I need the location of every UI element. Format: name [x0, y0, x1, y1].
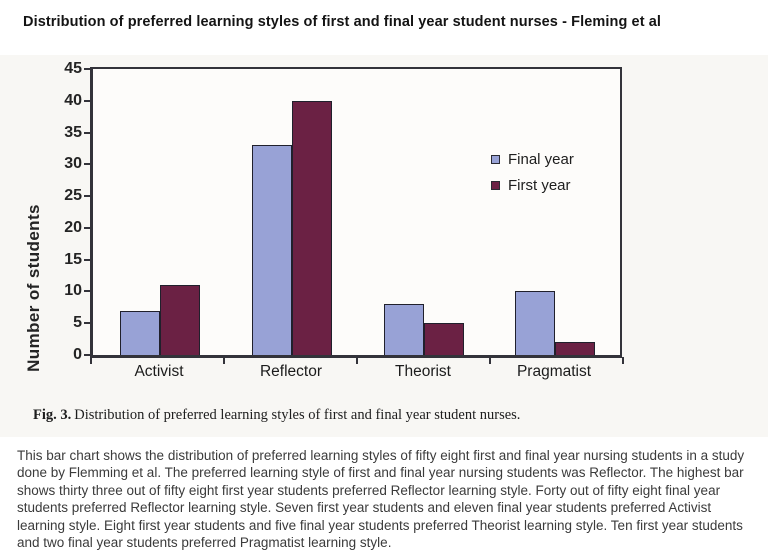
description-line: This bar chart shows the distribution of…	[17, 448, 745, 463]
y-tick-label: 10	[64, 282, 82, 300]
bar-reflector-first-year	[292, 101, 332, 355]
description-line: shows thirty three out of fifty eight fi…	[17, 482, 721, 498]
y-tick-mark	[84, 290, 90, 293]
bar-chart-figure: Number of students Final year First year …	[0, 55, 768, 437]
y-tick-label: 25	[64, 187, 82, 205]
x-tick-mark	[489, 357, 491, 364]
x-axis-label-theorist: Theorist	[395, 363, 451, 380]
chart-legend: Final year First year	[491, 151, 574, 203]
x-axis-label-pragmatist: Pragmatist	[516, 363, 592, 380]
chart-description: This bar chart shows the distribution of…	[17, 447, 767, 551]
figure-caption: Fig. 3. Distribution of preferred learnin…	[33, 407, 743, 424]
legend-item-final-year: Final year	[491, 151, 574, 168]
bar-pragmatist-final-year	[515, 291, 555, 355]
legend-label-final-year: Final year	[508, 151, 574, 168]
bar-activist-final-year	[120, 311, 160, 355]
page-title: Distribution of preferred learning style…	[23, 14, 662, 30]
bar-pragmatist-first-year	[555, 342, 595, 355]
y-tick-label: 45	[64, 60, 82, 77]
x-tick-mark	[90, 357, 92, 364]
description-line: and two final year students preferred Pr…	[17, 535, 392, 551]
x-tick-mark	[356, 357, 358, 364]
bar-activist-first-year	[160, 285, 200, 355]
x-tick-mark	[223, 357, 225, 364]
y-tick-label: 30	[64, 155, 82, 173]
bar-reflector-final-year	[252, 145, 292, 355]
y-tick-label: 15	[64, 250, 82, 268]
x-tick-mark	[622, 357, 624, 364]
y-tick-mark	[84, 195, 90, 198]
legend-swatch-first-year	[491, 181, 500, 190]
x-axis-label-reflector: Reflector	[259, 363, 323, 380]
y-tick-mark	[84, 354, 90, 356]
y-tick-label: 0	[73, 346, 82, 363]
figure-caption-text: Distribution of preferred learning style…	[74, 407, 521, 423]
plot-area: Final year First year	[90, 67, 622, 358]
legend-item-first-year: First year	[491, 177, 574, 194]
description-line: learning style. Eight first year student…	[17, 517, 743, 533]
bar-theorist-first-year	[424, 323, 464, 355]
description-line: students preferred Reflector learning st…	[17, 500, 712, 516]
y-axis-title: Number of students	[24, 204, 43, 372]
figure-caption-label: Fig. 3.	[33, 407, 72, 423]
legend-swatch-final-year	[491, 155, 500, 164]
x-axis-label-activist: Activist	[134, 363, 184, 380]
y-tick-label: 5	[73, 314, 82, 332]
y-tick-label: 20	[64, 218, 82, 236]
y-tick-mark	[84, 99, 90, 102]
y-tick-mark	[84, 131, 90, 134]
y-tick-mark	[84, 163, 90, 166]
legend-label-first-year: First year	[508, 177, 571, 194]
description-line: done by Flemming et al. The preferred le…	[17, 465, 744, 481]
bar-theorist-final-year	[384, 304, 424, 355]
y-tick-label: 40	[64, 91, 82, 109]
y-tick-mark	[84, 322, 90, 325]
y-tick-mark	[84, 68, 90, 70]
y-tick-mark	[84, 226, 90, 229]
y-tick-label: 35	[64, 123, 82, 141]
y-tick-mark	[84, 258, 90, 261]
